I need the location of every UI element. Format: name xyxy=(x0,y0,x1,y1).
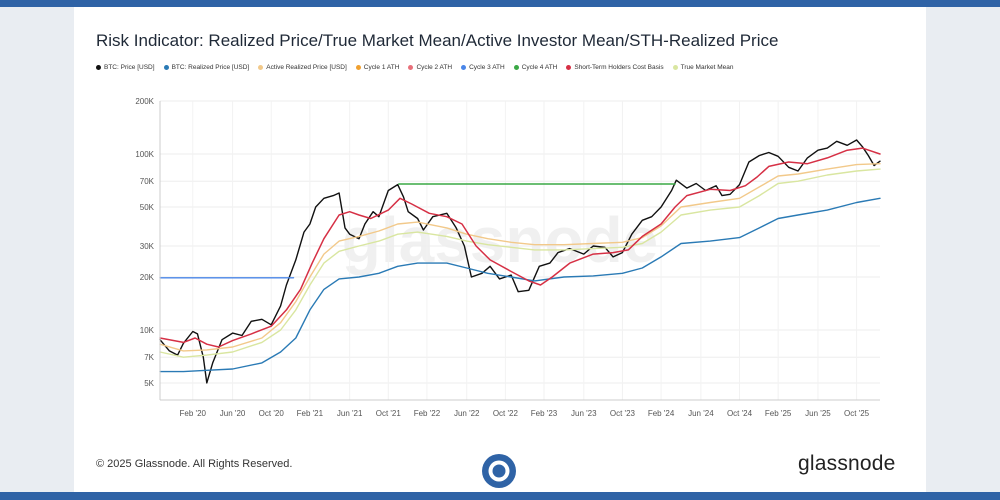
y-tick-label: 100K xyxy=(135,150,154,159)
x-tick-label: Feb '20 xyxy=(180,409,207,418)
x-tick-label: Oct '22 xyxy=(493,409,519,418)
legend-label: Cycle 4 ATH xyxy=(521,64,558,71)
series-line-active-realized-price-usd xyxy=(159,163,881,352)
y-tick-label: 50K xyxy=(140,203,155,212)
series-line-short-term-holders-cost-basis xyxy=(159,147,881,348)
chart-legend: BTC: Price [USD] BTC: Realized Price [US… xyxy=(96,64,733,71)
x-tick-label: Jun '21 xyxy=(337,409,363,418)
series-layer xyxy=(159,139,881,384)
brand-wordmark: glassnode xyxy=(798,452,896,475)
legend-item-cycle-1-ath[interactable]: Cycle 1 ATH xyxy=(355,64,400,71)
x-tick-label: Oct '23 xyxy=(610,409,636,418)
y-tick-label: 200K xyxy=(135,97,154,106)
legend-dot-true-market-mean xyxy=(672,65,678,70)
legend-item-cycle-2-ath[interactable]: Cycle 2 ATH xyxy=(408,64,452,71)
x-tick-label: Feb '24 xyxy=(648,409,675,418)
glassnode-logo-icon xyxy=(482,454,516,488)
legend-item-active-realized-price[interactable]: Active Realized Price [USD] xyxy=(258,64,347,71)
y-tick-label: 5K xyxy=(144,379,154,388)
legend-item-true-market-mean[interactable]: True Market Mean xyxy=(672,64,734,71)
series-line-btc-price-usd xyxy=(159,139,881,384)
chart-axes: 5K 7K 10K 20K 30K 50K 70K 100K 200K Feb '20 Jun '2… xyxy=(135,97,880,418)
legend-item-btc-price[interactable]: BTC: Price [USD] xyxy=(96,64,155,71)
y-tick-label: 70K xyxy=(140,177,155,186)
legend-dot-cycle-1-ath xyxy=(355,65,361,70)
bottom-frame-bar xyxy=(0,492,1000,500)
legend-label: Cycle 1 ATH xyxy=(363,64,400,71)
legend-dot-cycle-2-ath xyxy=(408,65,414,70)
legend-dot-cycle-4-ath xyxy=(513,65,519,70)
chart-card xyxy=(74,7,926,492)
legend-dot-cycle-3-ath xyxy=(461,65,467,70)
legend-label: BTC: Realized Price [USD] xyxy=(171,64,250,71)
legend-dot-btc-price xyxy=(96,65,101,70)
legend-item-sth-cost-basis[interactable]: Short-Term Holders Cost Basis xyxy=(566,64,664,71)
y-tick-label: 20K xyxy=(140,273,155,282)
x-tick-label: Jun '25 xyxy=(805,409,831,418)
top-frame-bar xyxy=(0,0,1000,7)
x-tick-label: Feb '25 xyxy=(765,409,792,418)
copyright-text: © 2025 Glassnode. All Rights Reserved. xyxy=(96,458,293,470)
x-tick-label: Jun '24 xyxy=(688,409,714,418)
series-line-true-market-mean xyxy=(159,168,881,358)
legend-dot-sth-cost-basis xyxy=(566,65,572,70)
y-tick-label: 10K xyxy=(140,326,155,335)
legend-label: Cycle 2 ATH xyxy=(416,64,453,71)
legend-label: True Market Mean xyxy=(680,64,734,71)
legend-label: BTC: Price [USD] xyxy=(104,64,155,71)
x-tick-label: Oct '24 xyxy=(727,409,753,418)
legend-item-realized-price[interactable]: BTC: Realized Price [USD] xyxy=(163,64,250,71)
legend-item-cycle-4-ath[interactable]: Cycle 4 ATH xyxy=(513,64,558,71)
x-tick-label: Jun '23 xyxy=(571,409,597,418)
x-tick-label: Feb '23 xyxy=(531,409,558,418)
legend-label: Active Realized Price [USD] xyxy=(266,64,347,71)
series-line-btc-realized-price-usd xyxy=(159,197,881,373)
x-tick-label: Jun '22 xyxy=(454,409,480,418)
legend-label: Short-Term Holders Cost Basis xyxy=(574,64,664,71)
legend-item-cycle-3-ath[interactable]: Cycle 3 ATH xyxy=(461,64,505,71)
x-tick-label: Oct '25 xyxy=(844,409,870,418)
y-tick-label: 7K xyxy=(144,353,154,362)
legend-dot-realized-price xyxy=(163,65,169,70)
page-title: Risk Indicator: Realized Price/True Mark… xyxy=(96,31,779,50)
x-tick-label: Oct '20 xyxy=(259,409,285,418)
y-tick-label: 30K xyxy=(140,242,155,251)
x-tick-label: Jun '20 xyxy=(220,409,246,418)
legend-dot-active-realized-price xyxy=(258,65,264,70)
x-tick-label: Oct '21 xyxy=(376,409,402,418)
x-tick-label: Feb '22 xyxy=(414,409,441,418)
x-tick-label: Feb '21 xyxy=(297,409,324,418)
legend-label: Cycle 3 ATH xyxy=(469,64,505,71)
